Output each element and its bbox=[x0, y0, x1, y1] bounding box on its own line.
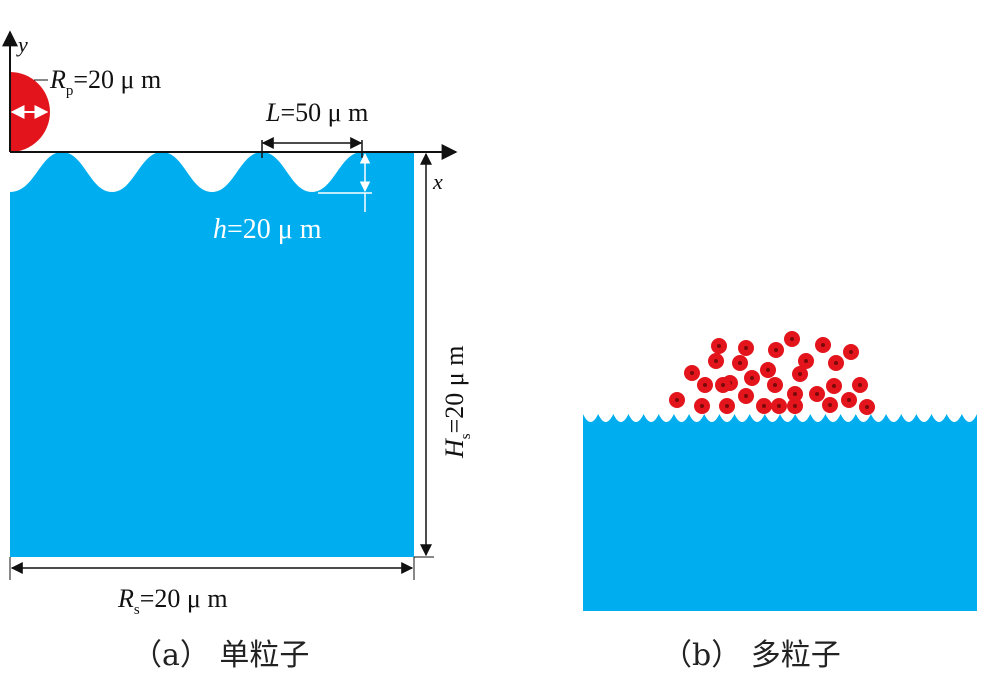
particle-center bbox=[721, 383, 725, 387]
particle-center bbox=[744, 346, 748, 350]
panel-a: y x Rp=20 μ m L=50 μ m h=20 μ m Hs=20 μ … bbox=[2, 30, 474, 673]
particle-center bbox=[847, 398, 851, 402]
particle-center bbox=[815, 392, 819, 396]
particle-center bbox=[793, 392, 797, 396]
particle-center bbox=[700, 404, 704, 408]
particle-center bbox=[790, 337, 794, 341]
particle-center bbox=[774, 348, 778, 352]
caption-a: （a） 单粒子 bbox=[132, 638, 309, 673]
particle-center bbox=[714, 359, 718, 363]
particle-center bbox=[832, 384, 836, 388]
particle-center bbox=[773, 383, 777, 387]
particle-center bbox=[725, 404, 729, 408]
substrate-single bbox=[10, 152, 414, 557]
height-label: Hs=20 μ m bbox=[440, 346, 474, 459]
wavelength-label: L=50 μ m bbox=[265, 98, 368, 127]
particle-center bbox=[865, 405, 869, 409]
particle-center bbox=[777, 404, 781, 408]
particle-center bbox=[717, 344, 721, 348]
width-label: Rs=20 μ m bbox=[117, 584, 228, 618]
caption-b: （b） 多粒子 bbox=[662, 638, 841, 673]
particle-center bbox=[858, 383, 862, 387]
particle-cluster bbox=[669, 331, 875, 415]
particle-center bbox=[804, 359, 808, 363]
particle-radius-label: Rp=20 μ m bbox=[49, 65, 161, 99]
particle-center bbox=[828, 403, 832, 407]
substrate-multi bbox=[583, 414, 977, 611]
particle-center bbox=[834, 361, 838, 365]
particle-center bbox=[793, 404, 797, 408]
particle-center bbox=[798, 372, 802, 376]
particle-center bbox=[738, 361, 742, 365]
particle-center bbox=[849, 350, 853, 354]
particle-center bbox=[675, 398, 679, 402]
particle-center bbox=[690, 371, 694, 375]
amplitude-label: h=20 μ m bbox=[213, 214, 322, 245]
particle-center bbox=[766, 368, 770, 372]
particle-center bbox=[750, 376, 754, 380]
particle-center bbox=[744, 394, 748, 398]
particle-center bbox=[821, 343, 825, 347]
particle-center bbox=[703, 383, 707, 387]
y-axis-label: y bbox=[16, 32, 28, 57]
panel-b: （b） 多粒子 bbox=[583, 331, 977, 673]
particle-center bbox=[762, 404, 766, 408]
x-axis-label: x bbox=[432, 169, 443, 194]
